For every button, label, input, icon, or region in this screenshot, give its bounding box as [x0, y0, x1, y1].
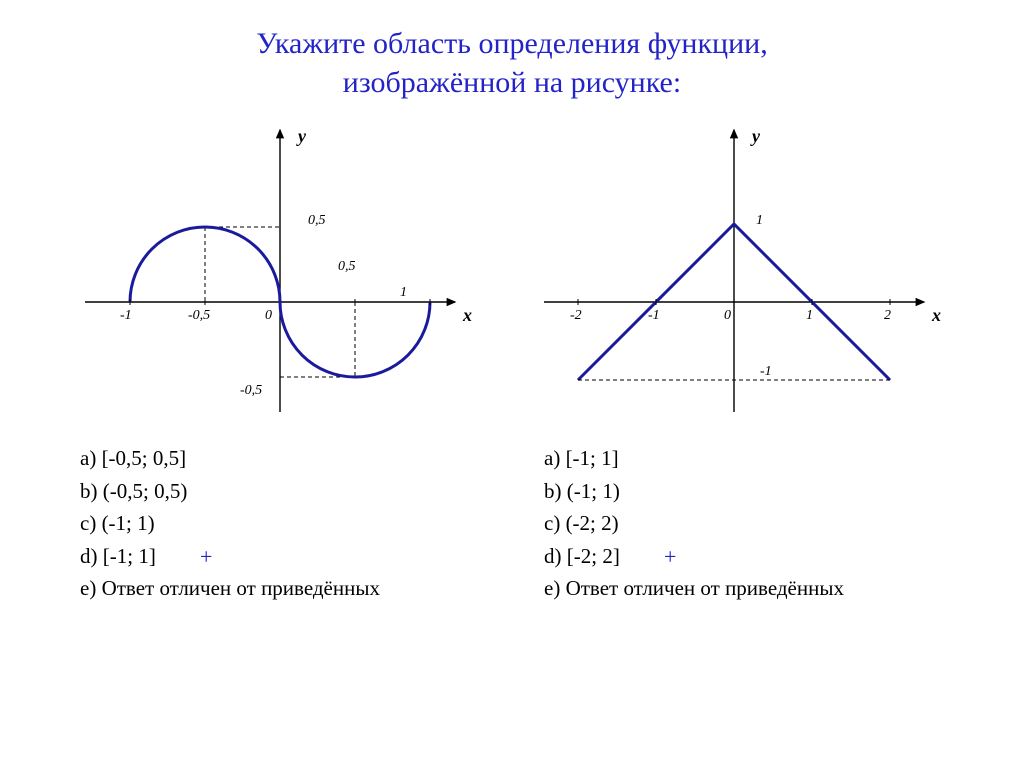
tick-xneg05-lbl: -0,5 [188, 308, 210, 323]
panels-row: y x 0,5 0,5 1 0 -0,5 -1 -0,5 a) [-0,5; 0… [0, 112, 1024, 605]
ans2-d-text: d) [-2; 2] [544, 544, 620, 568]
chart-1-svg: y x 0,5 0,5 1 0 -0,5 -1 -0,5 [60, 112, 500, 432]
ans1-c: c) (-1; 1) [80, 507, 500, 540]
ans1-correct-mark: + [200, 540, 212, 574]
chart-2-svg: y x 1 -2 -1 0 1 2 -1 [524, 112, 964, 432]
left-panel: y x 0,5 0,5 1 0 -0,5 -1 -0,5 a) [-0,5; 0… [60, 112, 500, 605]
answers-1: a) [-0,5; 0,5] b) (-0,5; 0,5) c) (-1; 1)… [60, 442, 500, 605]
slide-title: Укажите область определения функции, изо… [0, 0, 1024, 102]
y-axis-label: y [296, 126, 307, 146]
ans1-d: d) [-1; 1] + [80, 540, 500, 573]
ans2-c: c) (-2; 2) [544, 507, 964, 540]
ans1-e: e) Ответ отличен от приведённых [80, 572, 500, 605]
tick-xneg1-lbl: -1 [648, 308, 660, 323]
tick-y1-lbl: 1 [756, 213, 763, 228]
tick-yneg1-lbl: -1 [760, 364, 772, 379]
ans1-b: b) (-0,5; 0,5) [80, 475, 500, 508]
right-panel: y x 1 -2 -1 0 1 2 -1 a) [-1; 1] b) (-1; … [524, 112, 964, 605]
tick-xneg1-lbl: -1 [120, 308, 132, 323]
chart-2: y x 1 -2 -1 0 1 2 -1 [524, 112, 964, 432]
x-axis-label: x [931, 305, 941, 325]
ans2-d: d) [-2; 2] + [544, 540, 964, 573]
ans2-a: a) [-1; 1] [544, 442, 964, 475]
tick-x0-lbl: 0 [724, 308, 731, 323]
tick-x-05-lbl: 0,5 [338, 259, 356, 274]
title-line-1: Укажите область определения функции, [256, 27, 767, 60]
ans2-correct-mark: + [664, 540, 676, 574]
tick-y-05: 0,5 [308, 213, 326, 228]
ans2-b: b) (-1; 1) [544, 475, 964, 508]
tick-xneg2-lbl: -2 [570, 308, 582, 323]
ans2-e: e) Ответ отличен от приведённых [544, 572, 964, 605]
ans1-a: a) [-0,5; 0,5] [80, 442, 500, 475]
y-axis-label: y [750, 126, 761, 146]
chart-1: y x 0,5 0,5 1 0 -0,5 -1 -0,5 [60, 112, 500, 432]
tick-x1-lbl: 1 [806, 308, 813, 323]
x-axis-label: x [462, 305, 472, 325]
title-line-2: изображённой на рисунке: [343, 66, 681, 99]
answers-2: a) [-1; 1] b) (-1; 1) c) (-2; 2) d) [-2;… [524, 442, 964, 605]
origin-lbl: 0 [265, 308, 272, 323]
ans1-d-text: d) [-1; 1] [80, 544, 156, 568]
tick-yneg05-lbl: -0,5 [240, 383, 262, 398]
tick-x2-lbl: 2 [884, 308, 891, 323]
tick-x-1-lbl: 1 [400, 285, 407, 300]
